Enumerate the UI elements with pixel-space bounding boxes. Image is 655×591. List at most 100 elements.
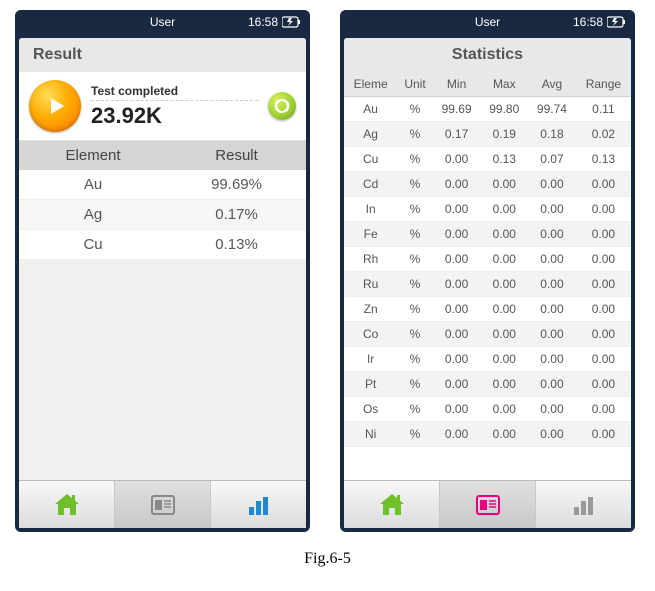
table-cell: 0.00	[433, 322, 481, 347]
table-cell: 0.00	[433, 272, 481, 297]
table-cell: 0.00	[528, 347, 576, 372]
table-cell: 0.13	[576, 147, 631, 172]
table-cell: %	[397, 247, 433, 272]
table-cell: Rh	[344, 247, 397, 272]
measurement-value: 23.92K	[91, 103, 258, 129]
refresh-button[interactable]	[268, 92, 296, 120]
table-cell: 0.00	[528, 397, 576, 422]
table-header: Unit	[397, 72, 433, 97]
table-row: Au%99.6999.8099.740.11	[344, 97, 631, 122]
table-cell: 0.00	[480, 322, 528, 347]
table-cell: Ag	[344, 122, 397, 147]
table-cell: 99.74	[528, 97, 576, 122]
table-cell: %	[397, 197, 433, 222]
table-cell: 0.00	[480, 197, 528, 222]
table-cell: 99.69%	[167, 170, 306, 200]
table-cell: 0.11	[576, 97, 631, 122]
table-cell: Pt	[344, 372, 397, 397]
table-cell: 0.07	[528, 147, 576, 172]
table-cell: 0.00	[433, 147, 481, 172]
table-cell: Ir	[344, 347, 397, 372]
nav-stats[interactable]	[536, 481, 631, 528]
table-cell: Cu	[344, 147, 397, 172]
table-cell: %	[397, 97, 433, 122]
table-cell: Ni	[344, 422, 397, 447]
table-row: Ag0.17%	[19, 200, 306, 230]
table-cell: 0.00	[576, 247, 631, 272]
table-row: Fe%0.000.000.000.00	[344, 222, 631, 247]
table-cell: 0.00	[576, 397, 631, 422]
table-cell: 0.00	[528, 322, 576, 347]
table-cell: 0.00	[528, 422, 576, 447]
table-cell: 0.00	[576, 272, 631, 297]
table-cell: 0.00	[480, 347, 528, 372]
table-cell: 0.00	[433, 197, 481, 222]
table-row: Co%0.000.000.000.00	[344, 322, 631, 347]
table-cell: 0.00	[480, 247, 528, 272]
table-cell: 0.00	[576, 422, 631, 447]
table-cell: 0.00	[433, 247, 481, 272]
table-cell: In	[344, 197, 397, 222]
table-cell: Co	[344, 322, 397, 347]
nav-bar	[19, 480, 306, 528]
result-table: ElementResult Au99.69%Ag0.17%Cu0.13%	[19, 141, 306, 260]
table-cell: 0.00	[576, 172, 631, 197]
table-cell: 0.00	[433, 222, 481, 247]
table-cell: 0.00	[433, 422, 481, 447]
battery-icon	[282, 16, 302, 28]
table-header: Result	[167, 141, 306, 170]
battery-icon	[607, 16, 627, 28]
table-row: In%0.000.000.000.00	[344, 197, 631, 222]
page-title: Statistics	[344, 38, 631, 72]
table-cell: 0.19	[480, 122, 528, 147]
table-cell: %	[397, 272, 433, 297]
table-cell: %	[397, 347, 433, 372]
table-header: Eleme	[344, 72, 397, 97]
table-row: Ir%0.000.000.000.00	[344, 347, 631, 372]
table-cell: %	[397, 322, 433, 347]
nav-stats[interactable]	[211, 481, 306, 528]
table-cell: 0.13	[480, 147, 528, 172]
table-row: Ni%0.000.000.000.00	[344, 422, 631, 447]
table-cell: 99.69	[433, 97, 481, 122]
table-row: Ru%0.000.000.000.00	[344, 272, 631, 297]
table-cell: Cd	[344, 172, 397, 197]
nav-home[interactable]	[344, 481, 440, 528]
table-cell: 0.00	[576, 297, 631, 322]
nav-document[interactable]	[440, 481, 536, 528]
table-cell: 0.00	[480, 372, 528, 397]
table-cell: 0.00	[480, 222, 528, 247]
table-cell: 0.18	[528, 122, 576, 147]
table-row: Rh%0.000.000.000.00	[344, 247, 631, 272]
table-cell: Os	[344, 397, 397, 422]
status-bar: User 16:58	[15, 10, 310, 34]
table-cell: 0.13%	[167, 230, 306, 260]
table-cell: 0.00	[433, 172, 481, 197]
table-cell: 0.00	[528, 272, 576, 297]
table-cell: 0.00	[480, 272, 528, 297]
result-card: Test completed 23.92K	[19, 72, 306, 141]
phone-result: User 16:58 Result Test completed 23.92K	[15, 10, 310, 532]
status-bar: User 16:58	[340, 10, 635, 34]
table-cell: Zn	[344, 297, 397, 322]
table-cell: 0.00	[433, 397, 481, 422]
table-row: Os%0.000.000.000.00	[344, 397, 631, 422]
table-cell: 0.02	[576, 122, 631, 147]
table-row: Ag%0.170.190.180.02	[344, 122, 631, 147]
table-row: Au99.69%	[19, 170, 306, 200]
table-cell: 0.00	[576, 197, 631, 222]
table-cell: 0.00	[576, 222, 631, 247]
empty-area	[19, 260, 306, 480]
nav-document[interactable]	[115, 481, 211, 528]
nav-home[interactable]	[19, 481, 115, 528]
table-cell: Ag	[19, 200, 167, 230]
phone-statistics: User 16:58 Statistics ElemeUnitMinMaxAvg…	[340, 10, 635, 532]
table-row: Zn%0.000.000.000.00	[344, 297, 631, 322]
status-user: User	[150, 15, 175, 29]
play-button[interactable]	[29, 80, 81, 132]
table-cell: %	[397, 422, 433, 447]
table-cell: Au	[19, 170, 167, 200]
table-header: Min	[433, 72, 481, 97]
table-cell: %	[397, 147, 433, 172]
table-row: Pt%0.000.000.000.00	[344, 372, 631, 397]
